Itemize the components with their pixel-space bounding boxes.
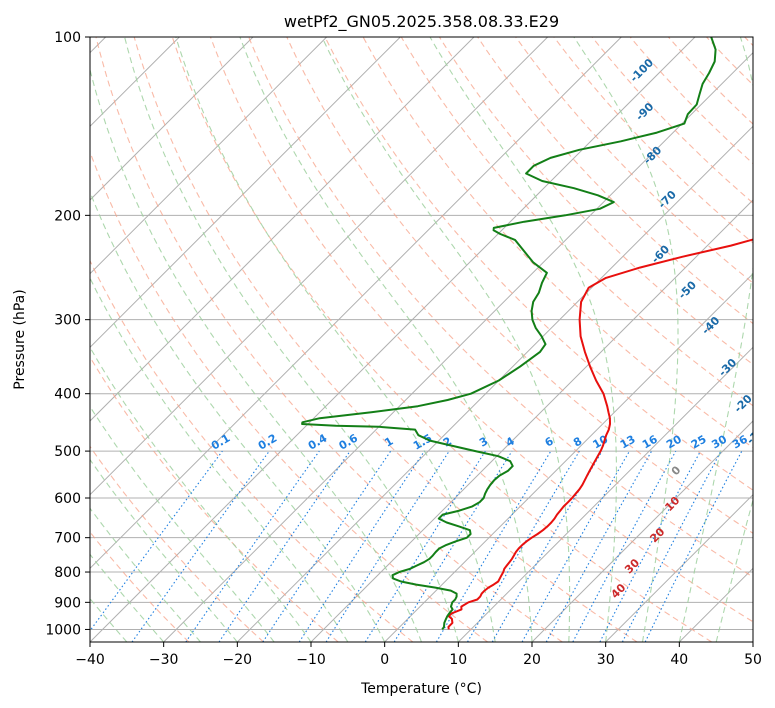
dry-adiabat bbox=[171, 37, 712, 642]
isotherm-gridline bbox=[90, 37, 401, 349]
moist-adiabat bbox=[90, 67, 423, 642]
mixing-ratio-line bbox=[572, 450, 677, 642]
isotherm-gridline bbox=[90, 37, 254, 201]
dry-adiabat bbox=[515, 37, 753, 284]
x-tick-label: 0 bbox=[380, 652, 389, 668]
mixing-ratio-line bbox=[491, 450, 603, 642]
dry-adiabat bbox=[477, 37, 753, 325]
isotherm-gridline bbox=[90, 37, 475, 422]
y-tick-label: 200 bbox=[54, 208, 81, 224]
isotherm-gridline bbox=[384, 272, 753, 642]
chart-title: wetPf2_GN05.2025.358.08.33.E29 bbox=[284, 12, 559, 32]
mixing-ratio-line bbox=[545, 450, 653, 642]
y-tick-label: 700 bbox=[54, 531, 81, 547]
dry-adiabat bbox=[209, 37, 753, 623]
y-tick-label: 600 bbox=[54, 491, 81, 507]
moist-adiabat bbox=[175, 37, 496, 642]
moist-adiabat bbox=[429, 37, 618, 642]
mixing-ratio-line bbox=[185, 450, 320, 642]
moist-adiabat bbox=[124, 37, 459, 642]
moist-adiabat bbox=[90, 277, 349, 642]
y-tick-label: 500 bbox=[54, 444, 81, 460]
isotherm-gridline bbox=[90, 37, 328, 275]
isotherm-gridline bbox=[531, 420, 753, 642]
moist-adiabat bbox=[321, 37, 571, 642]
moist-adiabat bbox=[678, 37, 753, 642]
x-tick-label: 40 bbox=[670, 652, 688, 668]
mixing-ratio-line bbox=[325, 450, 450, 642]
plot-frame bbox=[89, 36, 754, 643]
isotherm-gridline bbox=[605, 493, 753, 642]
dry-adiabat bbox=[95, 37, 563, 642]
x-axis: −40 −30 −20 −10 0 10 20 30 40 50 bbox=[75, 642, 762, 668]
moist-adiabat bbox=[90, 405, 275, 642]
moist-adiabat bbox=[90, 507, 201, 642]
x-tick-label: 50 bbox=[744, 652, 762, 668]
temperature-profile-line bbox=[447, 238, 753, 630]
x-tick-label: −20 bbox=[223, 652, 253, 668]
dry-adiabat bbox=[362, 37, 753, 449]
x-tick-label: −40 bbox=[75, 652, 105, 668]
moist-adiabat bbox=[715, 498, 753, 642]
y-tick-label: 800 bbox=[54, 565, 81, 581]
dewpoint-profile-line bbox=[301, 37, 717, 630]
moist-adiabat bbox=[90, 553, 165, 642]
dry-adiabat bbox=[248, 37, 753, 578]
isotherm-gridline bbox=[163, 51, 753, 642]
mixing-ratio-line bbox=[218, 450, 351, 642]
moist-adiabat bbox=[90, 346, 312, 642]
isotherm-gridline bbox=[90, 37, 622, 570]
isotherm-gridline bbox=[90, 37, 549, 496]
moist-adiabat bbox=[90, 458, 238, 642]
mixing-ratio-line bbox=[521, 450, 630, 642]
dry-adiabat-label: -10 bbox=[744, 424, 767, 447]
x-tick-label: 10 bbox=[449, 652, 467, 668]
y-axis: 100 200 300 400 500 600 700 800 900 1000 bbox=[45, 30, 90, 638]
x-tick-label: −30 bbox=[149, 652, 179, 668]
mixing-ratio-line bbox=[364, 450, 486, 642]
y-tick-label: 100 bbox=[54, 30, 81, 46]
mixing-ratio-line bbox=[467, 450, 580, 642]
y-tick-label: 300 bbox=[54, 313, 81, 329]
x-tick-label: 20 bbox=[523, 652, 541, 668]
plot-area: 0.1 0.2 0.4 0.6 1 1.5 2 3 4 6 8 10 13 16 20 25 30 36-100-… bbox=[90, 37, 767, 642]
x-axis-title: Temperature (°C) bbox=[360, 681, 482, 697]
mixing-ratio-line bbox=[90, 450, 223, 632]
moist-adiabat bbox=[573, 37, 679, 642]
mixing-ratio-line bbox=[393, 450, 513, 642]
x-tick-label: −10 bbox=[296, 652, 326, 668]
moist-adiabat bbox=[239, 37, 533, 642]
y-tick-label: 1000 bbox=[45, 622, 81, 638]
dry-adiabat bbox=[324, 37, 753, 491]
mixing-ratio-line bbox=[131, 450, 270, 642]
dry-adiabat bbox=[400, 37, 753, 407]
isotherm-gridline bbox=[236, 125, 753, 642]
dry-adiabat bbox=[90, 259, 414, 642]
moist-adiabat bbox=[90, 190, 386, 642]
x-tick-label: 30 bbox=[597, 652, 615, 668]
dry-adiabat bbox=[629, 37, 753, 165]
y-tick-label: 900 bbox=[54, 595, 81, 611]
mixing-ratio-line bbox=[435, 450, 552, 642]
moist-adiabat bbox=[90, 597, 128, 642]
isotherm-gridline bbox=[457, 346, 753, 642]
dry-adiabat bbox=[90, 445, 264, 642]
dry-adiabat bbox=[591, 37, 753, 204]
y-axis-title: Pressure (hPa) bbox=[12, 289, 28, 389]
y-tick-label: 400 bbox=[54, 387, 81, 403]
dry-adiabat bbox=[133, 37, 638, 642]
